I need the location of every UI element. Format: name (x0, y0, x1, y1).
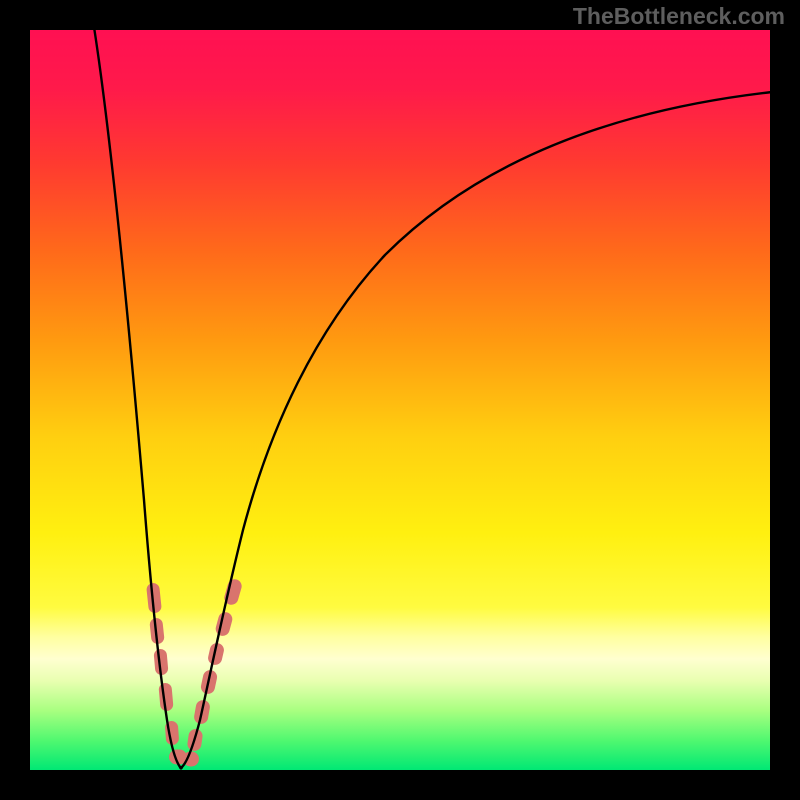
chart-stage: TheBottleneck.com (0, 0, 800, 800)
attribution-watermark: TheBottleneck.com (573, 3, 785, 30)
bottleneck-curve-valley-join (180, 767, 182, 769)
chart-svg-layer (0, 0, 800, 800)
bottleneck-curve-left-branch (94, 27, 180, 767)
bottleneck-curve-right-branch (182, 92, 772, 767)
